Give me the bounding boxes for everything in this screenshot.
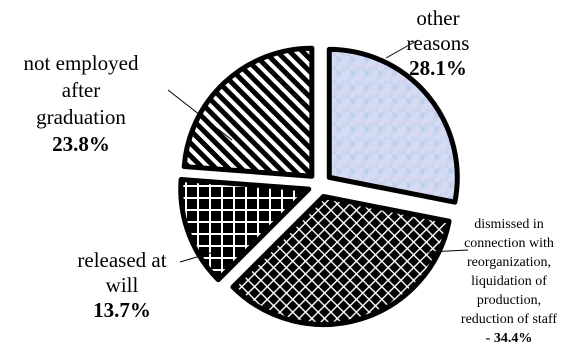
slice-name-not-employed-line-3: graduation (36, 105, 126, 129)
slice-name-not-employed-line-2: after (61, 78, 101, 102)
slice-name-dismissed-line-1: dismissed in (474, 217, 544, 232)
slice-released-at-will (178, 177, 312, 283)
slice-dismissed (230, 193, 452, 327)
slice-name-released-line-2: will (105, 273, 139, 297)
slice-name-dismissed-line-3: reorganization, (466, 255, 552, 270)
slice-name-released-line-1: released at (77, 248, 167, 272)
slice-name-dismissed-line-6: reduction of staff (460, 312, 558, 327)
slice-percent-other-reasons: 28.1% (409, 56, 467, 80)
pie-slices (167, 39, 469, 327)
leader-line-not-employed (167, 89, 233, 141)
leader-line-other-reasons (385, 39, 419, 59)
slice-name-not-employed-line-1: not employed (23, 51, 139, 75)
slice-label-other-reasons: other reasons 28.1% (388, 6, 488, 81)
slice-not-employed (181, 45, 315, 179)
slice-name-dismissed-line-4: liquidation of (471, 274, 547, 289)
slice-name-other-reasons-line-1: other (416, 6, 460, 30)
slice-other-reasons (326, 46, 460, 205)
slice-percent-released: 13.7% (93, 298, 151, 322)
leader-line-dismissed (427, 249, 469, 253)
slice-label-released-at-will: released at will 13.7% (62, 248, 182, 323)
leader-line-released (179, 251, 215, 263)
slice-name-dismissed-line-2: connection with (464, 236, 554, 251)
slice-percent-dismissed: - 34.4% (485, 331, 533, 346)
slice-percent-not-employed: 23.8% (52, 132, 110, 156)
slice-name-other-reasons-line-2: reasons (406, 31, 470, 55)
slice-label-not-employed: not employed after graduation 23.8% (6, 50, 156, 158)
slice-label-dismissed: dismissed in connection with reorganizat… (436, 215, 582, 348)
slice-name-dismissed-line-5: production, (476, 293, 542, 308)
